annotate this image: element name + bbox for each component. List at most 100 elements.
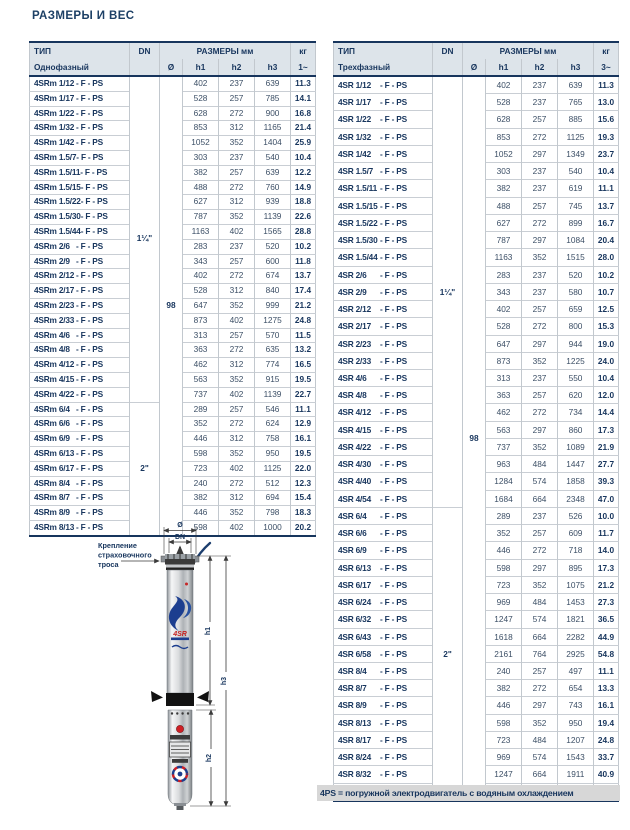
model-cell: 4SRm 6/13- F - PS (29, 445, 130, 462)
col-header-h2: h2 (521, 59, 558, 76)
h1-cell: 1247 (485, 765, 522, 784)
model-cell: 4SR 4/15 - F - PS (333, 420, 433, 439)
h2-cell: 312 (218, 490, 255, 506)
model-cell: 4SR 1/42 - F - PS (333, 144, 433, 163)
model-cell: 4SR 6/43 - F - PS (333, 627, 433, 646)
kg-cell: 14.0 (593, 541, 619, 560)
table-row: 4SR 6/13 - F - PS 598 297 895 17.3 (333, 558, 619, 577)
model-suffix: - F - PS (380, 338, 407, 349)
h2-cell: 574 (521, 472, 558, 491)
h1-cell: 627 (182, 194, 219, 210)
h2-cell: 297 (521, 558, 558, 577)
h2-cell: 257 (218, 253, 255, 269)
diameter-value-cell: 98 (462, 75, 486, 801)
kg-cell: 20.2 (290, 519, 316, 536)
h3-cell: 1125 (254, 460, 291, 477)
model-suffix: - F - PS (380, 459, 407, 470)
col-header-dimensions: РАЗМЕРЫ мм (462, 42, 594, 59)
table-row: 4SR 1.5/11- F - PS 382 237 619 11.1 (333, 179, 619, 198)
h1-cell: 1247 (485, 610, 522, 628)
model-cell: 4SR 8/24 - F - PS (333, 748, 433, 766)
h2-cell: 352 (218, 135, 255, 151)
model-name: 4SR 8/13 (338, 717, 371, 728)
model-cell: 4SR 2/6 - F - PS (333, 265, 433, 284)
table-row: 4SRm 2/6 - F - PS 283 237 520 10.2 (29, 238, 316, 255)
h3-cell: 745 (557, 196, 594, 215)
kg-cell: 22.7 (290, 386, 316, 403)
h3-cell: 546 (254, 401, 291, 417)
h1-cell: 873 (485, 351, 522, 370)
h3-cell: 1165 (254, 120, 291, 136)
h3-dimension: h3 (221, 555, 231, 807)
h3-cell: 798 (254, 505, 291, 521)
model-suffix: - F - PS (76, 507, 103, 518)
h1-cell: 488 (182, 179, 219, 195)
h1-cell: 402 (485, 300, 522, 318)
model-suffix: - F - PS (380, 700, 407, 711)
h3-cell: 1404 (254, 135, 291, 151)
model-suffix: - F - PS (380, 97, 407, 108)
bottom-stub (176, 806, 184, 810)
h2-cell: 352 (521, 575, 558, 594)
model-cell: 4SRm 4/22- F - PS (29, 386, 130, 403)
h2-dimension: h2 (206, 709, 216, 807)
h2-cell: 272 (521, 213, 558, 232)
h1-cell: 382 (182, 490, 219, 506)
kg-cell: 11.1 (593, 661, 619, 680)
safety-rope-mount-label: Крепление страховочного троса (98, 541, 160, 569)
model-cell: 4SR 2/17 - F - PS (333, 317, 433, 336)
model-cell: 4SR 4/30 - F - PS (333, 455, 433, 473)
h3-cell: 1515 (557, 248, 594, 267)
h2-cell: 312 (218, 120, 255, 136)
h2-cell: 312 (218, 357, 255, 373)
kg-cell: 17.3 (593, 558, 619, 577)
model-suffix: - F - PS (80, 196, 108, 207)
table-row: 4SR 8/7 - F - PS 382 272 654 13.3 (333, 679, 619, 697)
h2-cell: 272 (218, 268, 255, 284)
col-header-diameter: Ø (462, 59, 486, 76)
h2-cell: 237 (521, 162, 558, 180)
h1-cell: 598 (485, 558, 522, 577)
h1-cell: 313 (485, 368, 522, 387)
col-header-h1: h1 (485, 59, 522, 76)
h3-cell: 520 (557, 265, 594, 284)
model-cell: 4SR 8/17 - F - PS (333, 730, 433, 749)
model-suffix: - F - PS (380, 597, 407, 608)
kg-cell: 12.9 (290, 416, 316, 432)
model-name: 4SR 2/9 (338, 286, 367, 297)
h3-cell: 1225 (557, 351, 594, 370)
h3-cell: 950 (254, 445, 291, 462)
kg-cell: 10.0 (593, 506, 619, 525)
h1-cell: 528 (182, 90, 219, 107)
h3-cell: 760 (254, 179, 291, 195)
h2-cell: 297 (521, 144, 558, 163)
model-name: 4SR 2/33 (338, 355, 371, 366)
model-name: 4SR 2/12 (338, 304, 371, 315)
dimensions-table-three-phase: ТИП DN РАЗМЕРЫ мм кг Трехфазный Ø h1 h2 … (333, 41, 619, 802)
model-suffix: - F - PS (380, 562, 407, 573)
model-name: 4SRm 1.5/15 (34, 181, 81, 192)
h1-cell: 647 (182, 297, 219, 314)
h2-cell: 237 (218, 149, 255, 166)
h2-cell: 574 (521, 748, 558, 766)
model-name: 4SRm 1/17 (34, 92, 75, 103)
h2-cell: 272 (521, 541, 558, 560)
h3-cell: 694 (254, 490, 291, 506)
h2-cell: 352 (521, 437, 558, 456)
model-suffix: - F - PS (76, 373, 103, 384)
h2-cell: 312 (218, 194, 255, 210)
model-name: 4SR 8/7 (338, 683, 367, 694)
model-suffix: - F - PS (380, 372, 407, 383)
h2-cell: 297 (521, 231, 558, 249)
h3-cell: 939 (254, 194, 291, 210)
table-row: 4SRm 1.5/30- F - PS 787 352 1139 22.6 (29, 209, 316, 225)
dn-dimension: DN (168, 534, 192, 553)
col-header-h1: h1 (182, 59, 219, 76)
h3-cell: 1139 (254, 209, 291, 225)
table-row: 4SR 1/17 - F - PS 528 237 765 13.0 (333, 93, 619, 111)
model-cell: 4SRm 4/6 - F - PS (29, 327, 130, 343)
model-name: 4SR 1/12 (338, 80, 371, 90)
h3-cell: 1125 (557, 127, 594, 146)
h3-cell: 860 (557, 420, 594, 439)
h1-cell: 402 (182, 268, 219, 284)
